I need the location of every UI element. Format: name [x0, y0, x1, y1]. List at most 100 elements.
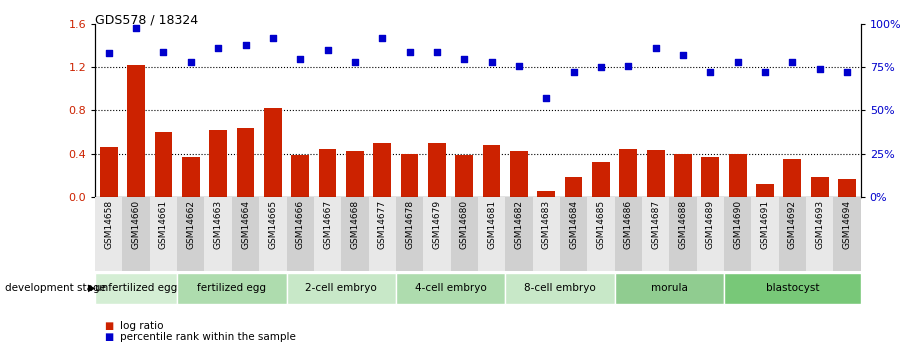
Text: GSM14677: GSM14677: [378, 200, 387, 249]
Text: GSM14680: GSM14680: [459, 200, 468, 249]
Bar: [506, 273, 614, 304]
Bar: [614, 273, 724, 304]
Text: GSM14691: GSM14691: [760, 200, 769, 249]
Point: [649, 46, 663, 51]
Text: 8-cell embryo: 8-cell embryo: [524, 283, 596, 293]
Text: GSM14678: GSM14678: [405, 200, 414, 249]
Bar: [647, 150, 664, 197]
Bar: [483, 145, 500, 197]
Text: GSM14681: GSM14681: [487, 200, 496, 249]
Bar: [838, 179, 856, 197]
Text: GSM14661: GSM14661: [159, 200, 168, 249]
Text: GSM14663: GSM14663: [214, 200, 223, 249]
Bar: [155, 132, 172, 197]
Point: [757, 70, 772, 75]
Text: GSM14682: GSM14682: [515, 200, 524, 249]
Point: [429, 49, 444, 55]
Point: [101, 51, 116, 56]
Bar: [564, 177, 583, 197]
Bar: [614, 197, 642, 271]
Point: [402, 49, 417, 55]
Bar: [834, 197, 861, 271]
Point: [156, 49, 170, 55]
Text: GSM14694: GSM14694: [843, 200, 852, 249]
Point: [566, 70, 581, 75]
Text: GSM14658: GSM14658: [104, 200, 113, 249]
Point: [539, 96, 554, 101]
Text: unfertilized egg: unfertilized egg: [95, 283, 178, 293]
Bar: [232, 197, 259, 271]
Text: GSM14668: GSM14668: [351, 200, 360, 249]
Bar: [319, 149, 336, 197]
Bar: [205, 197, 232, 271]
Text: GSM14686: GSM14686: [624, 200, 632, 249]
Bar: [178, 197, 205, 271]
Text: development stage: development stage: [5, 283, 105, 293]
Text: GSM14666: GSM14666: [295, 200, 304, 249]
Text: GSM14679: GSM14679: [432, 200, 441, 249]
Point: [293, 56, 307, 61]
Text: GSM14660: GSM14660: [131, 200, 140, 249]
Bar: [757, 184, 774, 197]
Text: ▶: ▶: [88, 283, 95, 293]
Point: [129, 25, 143, 30]
Text: GSM14664: GSM14664: [241, 200, 250, 249]
Bar: [587, 197, 614, 271]
Text: GSM14689: GSM14689: [706, 200, 715, 249]
Text: GSM14688: GSM14688: [679, 200, 688, 249]
Bar: [178, 273, 286, 304]
Text: GSM14692: GSM14692: [788, 200, 797, 249]
Bar: [264, 108, 282, 197]
Bar: [373, 143, 391, 197]
Text: log ratio: log ratio: [120, 321, 164, 331]
Point: [348, 59, 362, 65]
Bar: [428, 143, 446, 197]
Text: ■: ■: [104, 321, 113, 331]
Bar: [811, 177, 829, 197]
Bar: [286, 197, 313, 271]
Text: ■: ■: [104, 333, 113, 342]
Text: 4-cell embryo: 4-cell embryo: [415, 283, 487, 293]
Point: [375, 35, 390, 41]
Bar: [537, 191, 555, 197]
Bar: [701, 157, 719, 197]
Point: [703, 70, 718, 75]
Bar: [784, 159, 801, 197]
Point: [184, 59, 198, 65]
Text: 2-cell embryo: 2-cell embryo: [305, 283, 377, 293]
Bar: [286, 273, 396, 304]
Text: morula: morula: [651, 283, 688, 293]
Bar: [506, 197, 533, 271]
Bar: [127, 65, 145, 197]
Bar: [396, 197, 423, 271]
Text: GSM14684: GSM14684: [569, 200, 578, 249]
Point: [730, 59, 745, 65]
Point: [211, 46, 226, 51]
Bar: [182, 157, 199, 197]
Bar: [724, 197, 751, 271]
Bar: [342, 197, 369, 271]
Point: [512, 63, 526, 68]
Bar: [642, 197, 670, 271]
Point: [238, 42, 253, 48]
Bar: [674, 154, 692, 197]
Bar: [806, 197, 834, 271]
Point: [457, 56, 471, 61]
Bar: [724, 273, 861, 304]
Text: GSM14690: GSM14690: [733, 200, 742, 249]
Text: GSM14687: GSM14687: [651, 200, 660, 249]
Text: GSM14693: GSM14693: [815, 200, 824, 249]
Bar: [477, 197, 506, 271]
Bar: [533, 197, 560, 271]
Bar: [95, 197, 122, 271]
Text: GSM14665: GSM14665: [268, 200, 277, 249]
Bar: [592, 162, 610, 197]
Bar: [100, 147, 118, 197]
Bar: [620, 149, 637, 197]
Point: [593, 65, 608, 70]
Point: [813, 66, 827, 72]
Bar: [236, 128, 255, 197]
Bar: [369, 197, 396, 271]
Text: GDS578 / 18324: GDS578 / 18324: [95, 14, 198, 27]
Bar: [259, 197, 286, 271]
